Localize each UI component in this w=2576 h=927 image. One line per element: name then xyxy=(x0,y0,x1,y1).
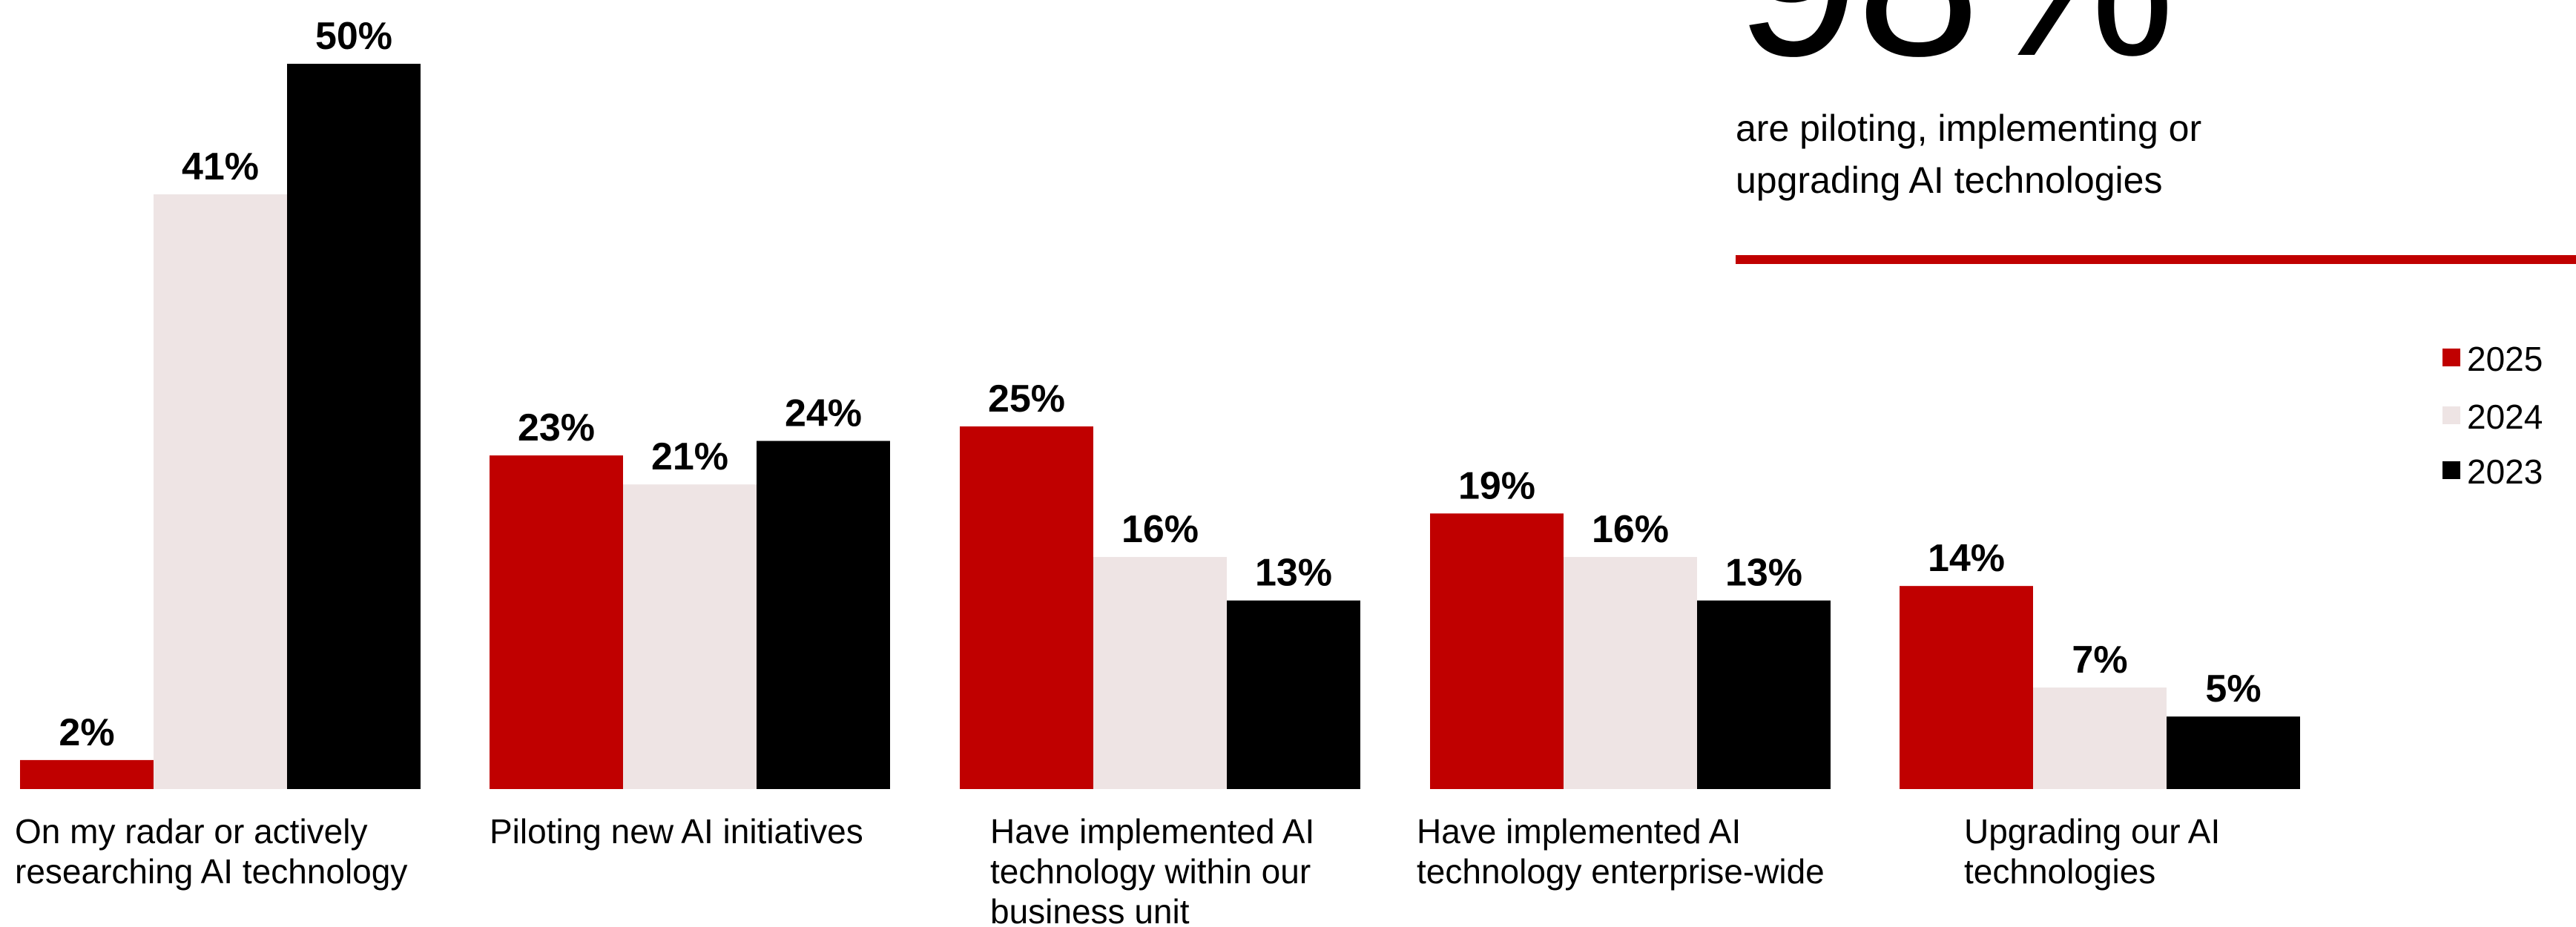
legend-label-2025: 2025 xyxy=(2467,340,2543,378)
category-label-5: Upgrading our AI technologies xyxy=(1964,812,2220,891)
data-label-2025-5: 14% xyxy=(1928,537,2005,580)
data-label-2023-1: 50% xyxy=(315,15,392,58)
data-label-2023-3: 13% xyxy=(1255,552,1332,595)
bar-2024-4 xyxy=(1564,557,1697,789)
data-label-2023-2: 24% xyxy=(785,392,862,435)
callout: 98% are piloting, implementing or upgrad… xyxy=(1736,0,2552,206)
bar-2023-2 xyxy=(757,441,890,789)
data-label-2023-4: 13% xyxy=(1725,552,1802,595)
data-label-2024-2: 21% xyxy=(651,435,728,478)
bar-2023-1 xyxy=(287,64,421,789)
data-label-2024-5: 7% xyxy=(2072,639,2127,682)
bar-2025-5 xyxy=(1900,586,2033,789)
bar-2023-4 xyxy=(1697,600,1831,789)
legend-swatch-2023 xyxy=(2442,461,2460,479)
bar-2024-5 xyxy=(2033,687,2167,789)
bar-2025-3 xyxy=(960,426,1093,789)
data-label-2025-1: 2% xyxy=(59,711,114,754)
bar-2023-5 xyxy=(2167,716,2300,789)
data-label-2025-2: 23% xyxy=(518,406,595,449)
bar-2024-2 xyxy=(623,484,757,789)
bar-2023-3 xyxy=(1227,600,1360,789)
bar-2025-4 xyxy=(1430,513,1564,789)
legend-swatch-2025 xyxy=(2442,349,2460,366)
legend-label-2024: 2024 xyxy=(2467,397,2543,436)
category-label-1: On my radar or actively researching AI te… xyxy=(15,812,407,891)
callout-rule xyxy=(1736,255,2576,264)
category-label-3: Have implemented AI technology within our… xyxy=(990,812,1314,927)
data-label-2024-4: 16% xyxy=(1592,508,1669,551)
data-label-2024-1: 41% xyxy=(182,145,259,188)
data-label-2024-3: 16% xyxy=(1121,508,1199,551)
data-label-2023-5: 5% xyxy=(2205,667,2261,710)
bar-2025-2 xyxy=(490,455,623,789)
legend-swatch-2024 xyxy=(2442,406,2460,424)
legend-label-2023: 2023 xyxy=(2467,452,2543,491)
bar-2025-1 xyxy=(20,759,154,789)
data-label-2025-3: 25% xyxy=(988,377,1065,420)
data-label-2025-4: 19% xyxy=(1458,464,1535,507)
callout-big-value: 98% xyxy=(1736,0,2552,89)
category-label-4: Have implemented AI technology enterprise… xyxy=(1417,812,1825,891)
category-label-2: Piloting new AI initiatives xyxy=(490,812,863,851)
bar-2024-3 xyxy=(1093,557,1227,789)
callout-text: are piloting, implementing or upgrading … xyxy=(1736,108,2202,201)
bar-2024-1 xyxy=(154,194,287,789)
